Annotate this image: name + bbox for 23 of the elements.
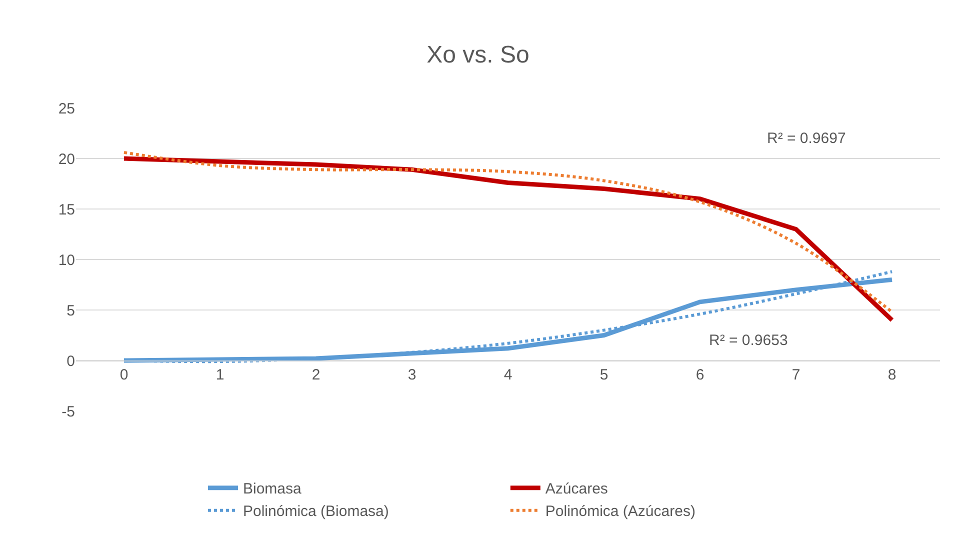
legend-label: Polinómica (Azúcares) [545,503,696,520]
legend-label: Biomasa [243,480,302,498]
x-tick-label: 5 [600,366,608,384]
y-tick-label: 10 [58,252,75,269]
x-tick-label: 7 [792,366,800,384]
y-tick-label: -5 [62,403,75,420]
x-tick-label: 4 [504,366,512,384]
legend-label: Azúcares [545,480,608,498]
y-tick-label: 25 [58,100,75,118]
x-tick-label: 1 [216,366,224,384]
annotation: R² = 0.9653 [709,332,788,349]
y-tick-label: 15 [58,201,75,218]
x-tick-label: 8 [888,366,896,384]
y-tick-label: 20 [58,150,75,168]
chart-title: Xo vs. So [426,41,530,68]
x-tick-label: 0 [120,366,128,384]
annotation: R² = 0.9697 [767,130,846,147]
y-tick-label: 5 [66,302,75,320]
legend-label: Polinómica (Biomasa) [243,503,389,520]
x-tick-label: 6 [696,366,704,384]
y-tick-label: 0 [66,352,75,370]
x-tick-label: 3 [408,366,416,384]
x-tick-label: 2 [312,366,320,384]
